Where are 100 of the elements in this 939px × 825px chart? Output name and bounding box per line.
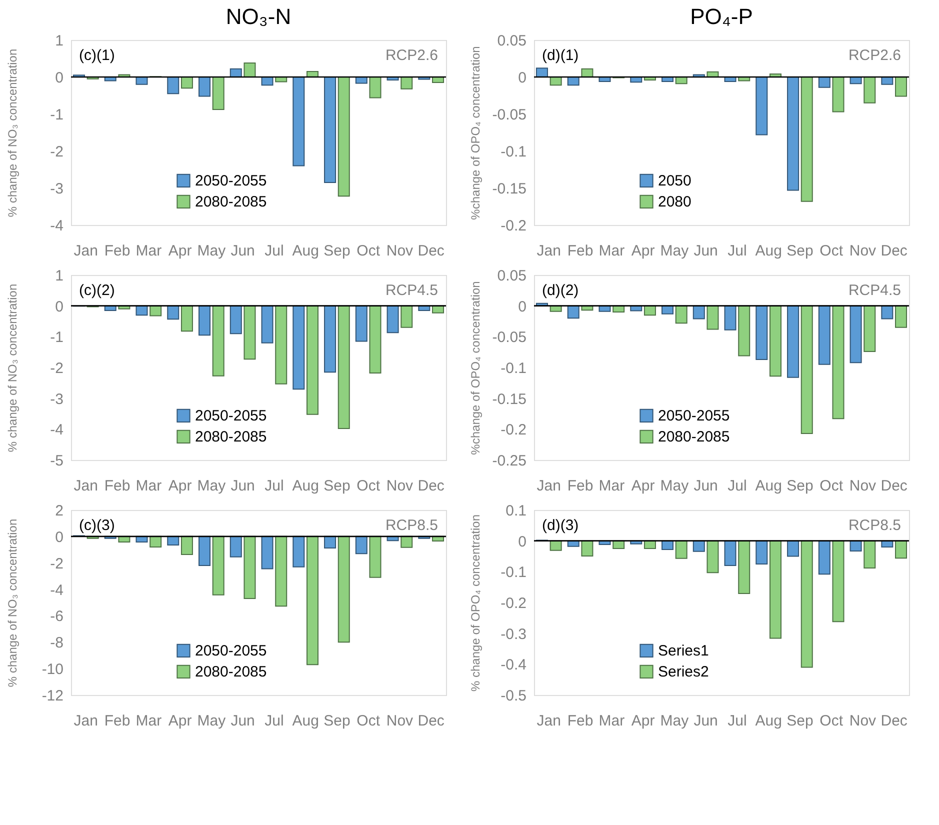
x-tick-label: May xyxy=(660,478,690,494)
x-tick-label: Jan xyxy=(536,242,561,260)
x-tick-label: Aug xyxy=(755,712,782,730)
chart-title: PO₄-P xyxy=(690,4,753,29)
x-tick-label: Dec xyxy=(880,242,908,260)
y-tick-label: -0.15 xyxy=(492,390,526,408)
x-tick-label: Feb xyxy=(104,242,130,260)
annotation: (d)(2) xyxy=(542,282,579,299)
x-tick-label: Aug xyxy=(755,478,782,494)
y-tick-label: -5 xyxy=(50,452,64,470)
annotation: RCP2.6 xyxy=(385,47,438,64)
y-tick-label: 0 xyxy=(518,298,526,316)
annotation: RCP2.6 xyxy=(848,47,901,64)
x-tick-label: Feb xyxy=(567,242,594,260)
x-tick-label: Feb xyxy=(567,478,594,494)
y-tick-label: -0.2 xyxy=(500,595,526,612)
y-tick-label: -1 xyxy=(50,106,64,124)
x-tick-label: Sep xyxy=(324,712,350,730)
legend-label: 2080 xyxy=(658,194,692,211)
x-tick-label: Jul xyxy=(264,242,284,260)
x-tick-label: Jan xyxy=(536,712,561,730)
y-tick-label: 0 xyxy=(55,528,64,546)
y-tick-label: 0 xyxy=(55,298,64,316)
y-tick-label: -10 xyxy=(42,661,64,678)
legend-label: 2050-2055 xyxy=(195,408,267,425)
y-tick-label: 0.1 xyxy=(506,502,526,520)
legend-label: 2080-2085 xyxy=(195,194,267,211)
x-tick-label: Jun xyxy=(694,478,718,494)
annotation: RCP8.5 xyxy=(385,517,438,534)
y-tick-label: -0.1 xyxy=(500,564,526,582)
y-axis-title: % change of OPO₄ concentration xyxy=(468,514,482,692)
annotation: RCP4.5 xyxy=(848,282,901,299)
x-tick-label: Nov xyxy=(386,478,414,494)
x-tick-label: May xyxy=(197,712,226,730)
legend-label: 2080-2085 xyxy=(658,428,730,446)
x-tick-label: Nov xyxy=(849,712,877,730)
y-tick-label: -6 xyxy=(50,608,64,626)
legend-label: 2080-2085 xyxy=(195,664,267,681)
annotation: (d)(3) xyxy=(542,517,579,534)
annotation: (c)(3) xyxy=(79,517,115,534)
x-tick-label: Sep xyxy=(786,478,814,494)
x-tick-label: Jun xyxy=(694,712,718,730)
y-tick-label: -4 xyxy=(50,582,64,599)
x-tick-label: Sep xyxy=(786,712,814,730)
x-tick-label: Mar xyxy=(136,478,162,494)
chart-title: NO₃-N xyxy=(226,4,292,29)
x-tick-label: Dec xyxy=(418,478,445,494)
annotation: (d)(1) xyxy=(542,47,579,64)
y-tick-label: -12 xyxy=(42,688,64,704)
y-tick-label: -0.25 xyxy=(492,452,526,470)
y-axis-title: % change of NO₃ concentration xyxy=(6,284,20,452)
x-tick-label: Aug xyxy=(292,712,319,730)
x-tick-label: Apr xyxy=(168,478,192,494)
x-tick-label: Jan xyxy=(74,478,98,494)
x-tick-label: Dec xyxy=(418,242,445,260)
x-tick-label: Jul xyxy=(728,478,747,494)
x-tick-label: Mar xyxy=(136,712,162,730)
x-tick-label: Oct xyxy=(356,242,381,260)
y-tick-label: -0.05 xyxy=(492,329,526,346)
x-tick-label: Nov xyxy=(386,712,414,730)
y-tick-label: -0.5 xyxy=(500,688,526,704)
x-tick-label: Mar xyxy=(598,712,625,730)
x-tick-label: Apr xyxy=(168,712,192,730)
x-tick-label: Jan xyxy=(74,712,98,730)
legend-label: 2080-2085 xyxy=(195,428,267,446)
legend-label: Series2 xyxy=(658,664,709,681)
y-tick-label: -0.1 xyxy=(500,360,526,377)
x-tick-label: Mar xyxy=(136,242,162,260)
legend-label: 2050 xyxy=(658,172,692,190)
y-tick-label: -0.2 xyxy=(500,218,526,234)
x-tick-label: Feb xyxy=(104,712,130,730)
x-tick-label: May xyxy=(197,242,226,260)
x-tick-label: Apr xyxy=(168,242,192,260)
x-tick-label: Sep xyxy=(786,242,814,260)
y-tick-label: -4 xyxy=(50,422,64,439)
y-tick-label: -2 xyxy=(50,555,64,572)
y-tick-label: -1 xyxy=(50,329,64,346)
y-axis-title: %change of OPO₄ concentration xyxy=(468,46,482,220)
x-tick-label: Dec xyxy=(880,712,908,730)
annotation: (c)(1) xyxy=(79,47,115,64)
y-tick-label: 1 xyxy=(55,268,64,284)
x-tick-label: May xyxy=(660,242,690,260)
x-tick-label: Jun xyxy=(230,478,255,494)
annotation: RCP8.5 xyxy=(848,517,901,534)
x-tick-label: Oct xyxy=(356,712,381,730)
y-tick-label: 1 xyxy=(55,32,64,50)
x-tick-label: Aug xyxy=(292,478,319,494)
x-tick-label: Oct xyxy=(820,712,844,730)
x-tick-label: Aug xyxy=(292,242,319,260)
x-tick-label: Jul xyxy=(728,712,747,730)
x-tick-label: Aug xyxy=(755,242,782,260)
y-tick-label: 0 xyxy=(55,70,64,86)
x-tick-label: Apr xyxy=(631,712,655,730)
y-tick-label: -0.05 xyxy=(492,106,526,124)
legend-label: 2050-2055 xyxy=(658,408,730,425)
y-tick-label: 2 xyxy=(55,502,64,520)
x-tick-label: Oct xyxy=(820,478,844,494)
x-tick-label: Jan xyxy=(536,478,561,494)
legend-label: 2050-2055 xyxy=(195,172,267,190)
x-tick-label: Sep xyxy=(324,478,350,494)
